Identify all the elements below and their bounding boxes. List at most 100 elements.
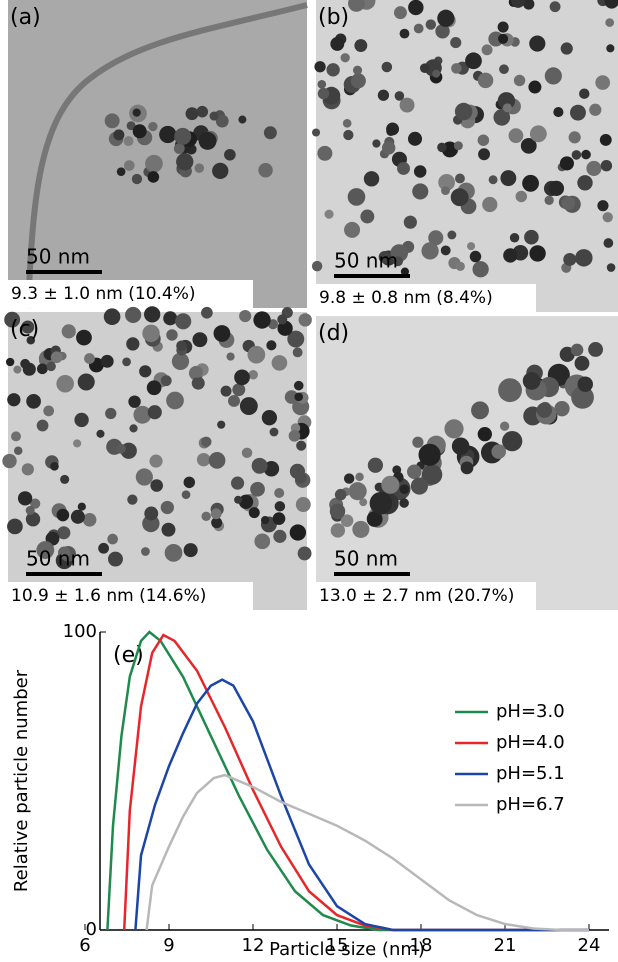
nanoparticle	[312, 128, 320, 136]
nanoparticle	[455, 103, 472, 120]
nanoparticle	[249, 507, 260, 518]
legend-label: pH=5.1	[496, 763, 565, 784]
nanoparticle	[98, 543, 109, 554]
nanoparticle	[578, 376, 593, 391]
nanoparticle	[514, 75, 525, 86]
nanoparticle	[447, 231, 456, 240]
nanoparticle	[478, 427, 492, 441]
nanoparticle	[273, 530, 286, 543]
nanoparticle	[607, 263, 616, 272]
nanoparticle	[296, 441, 306, 451]
nanoparticle	[528, 81, 541, 94]
nanoparticle	[214, 325, 231, 342]
nanoparticle	[550, 1, 561, 12]
nanoparticle	[196, 106, 208, 118]
nanoparticle	[211, 508, 222, 519]
nanoparticle	[400, 29, 410, 39]
nanoparticle	[500, 170, 516, 186]
nanoparticle	[537, 403, 552, 418]
nanoparticle	[470, 251, 482, 263]
nanoparticle	[364, 171, 379, 186]
nanoparticle	[224, 149, 236, 161]
nanoparticle	[125, 307, 141, 323]
nanoparticle	[482, 44, 493, 55]
nanoparticle	[454, 141, 463, 150]
nanoparticle	[37, 420, 49, 432]
nanoparticle	[232, 383, 245, 396]
nanoparticle	[56, 375, 74, 393]
nanoparticle	[569, 131, 581, 143]
nanoparticle	[437, 10, 454, 27]
nanoparticle	[289, 430, 301, 442]
nanoparticle	[162, 523, 176, 537]
nanoparticle	[116, 444, 126, 454]
nanoparticle	[273, 512, 286, 525]
nanoparticle	[522, 175, 539, 192]
nanoparticle	[579, 88, 589, 98]
nanoparticle	[412, 183, 428, 199]
nanoparticle	[524, 230, 539, 245]
nanoparticle	[465, 52, 482, 69]
nanoparticle	[209, 452, 226, 469]
figure: (a)50 nm9.3 ± 1.0 nm (10.4%)(b)50 nm9.8 …	[0, 0, 618, 962]
nanoparticle	[20, 359, 30, 369]
nanoparticle	[14, 446, 23, 455]
nanoparticle	[523, 372, 541, 390]
nanoparticle	[326, 63, 339, 76]
nanoparticle	[201, 437, 211, 447]
nanoparticle	[105, 113, 120, 128]
nanoparticle	[144, 507, 158, 521]
nanoparticle	[166, 392, 184, 410]
nanoparticle	[516, 191, 527, 202]
nanoparticle	[348, 188, 366, 206]
nanoparticle	[343, 130, 353, 140]
nanoparticle	[498, 34, 508, 44]
nanoparticle	[133, 109, 141, 117]
nanoparticle	[451, 63, 462, 74]
nanoparticle	[74, 413, 88, 427]
nanoparticle	[148, 171, 160, 183]
nanoparticle	[408, 0, 423, 15]
nanoparticle	[296, 497, 311, 512]
nanoparticle	[274, 488, 284, 498]
nanoparticle	[478, 134, 490, 146]
nanoparticle	[126, 337, 139, 350]
nanoparticle	[428, 230, 443, 245]
nanoparticle	[407, 464, 422, 479]
scale-bar	[26, 270, 102, 274]
nanoparticle	[258, 163, 272, 177]
nanoparticle	[575, 356, 590, 371]
nanoparticle	[228, 395, 240, 407]
nanoparticle	[277, 314, 287, 324]
nanoparticle	[26, 394, 41, 409]
nanoparticle	[420, 63, 430, 73]
x-tick-label: 24	[578, 935, 601, 956]
nanoparticle	[270, 428, 279, 437]
nanoparticle	[372, 139, 380, 147]
nanoparticle	[491, 444, 506, 459]
nanoparticle	[166, 329, 177, 340]
nanoparticle	[239, 310, 251, 322]
nanoparticle	[553, 107, 563, 117]
scale-bar	[334, 274, 410, 278]
nanoparticle	[294, 381, 304, 391]
nanoparticle	[318, 80, 327, 89]
panel-label: (a)	[10, 5, 41, 30]
nanoparticle	[142, 325, 159, 342]
nanoparticle	[471, 401, 489, 419]
nanoparticle	[71, 510, 85, 524]
nanoparticle	[412, 437, 423, 448]
nanoparticle	[201, 512, 210, 521]
x-tick-label: 21	[494, 935, 517, 956]
nanoparticle	[386, 127, 395, 136]
nanoparticle	[595, 75, 610, 90]
nanoparticle	[250, 482, 265, 497]
nanoparticle	[317, 146, 332, 161]
nanoparticle	[314, 61, 325, 72]
nanoparticle	[147, 380, 162, 395]
nanoparticle	[195, 163, 204, 172]
nanoparticle	[397, 162, 410, 175]
nanoparticle	[165, 544, 183, 562]
nanoparticle	[60, 475, 69, 484]
nanoparticle	[500, 422, 509, 431]
